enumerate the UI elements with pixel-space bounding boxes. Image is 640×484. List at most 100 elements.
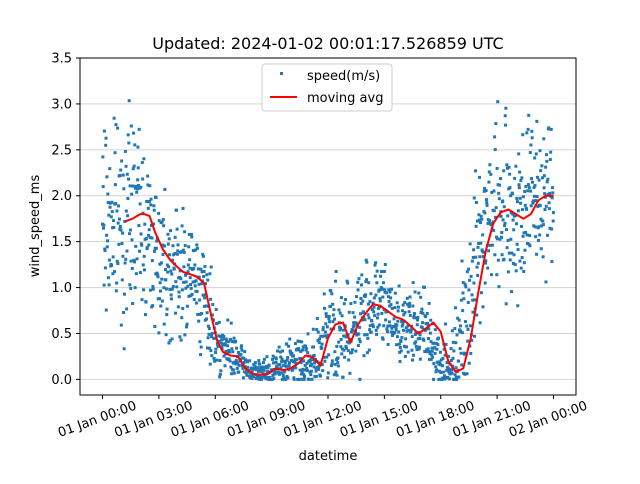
- speed-point: [180, 288, 184, 292]
- speed-point: [325, 355, 329, 359]
- speed-point: [199, 345, 203, 349]
- speed-point: [174, 280, 178, 284]
- speed-point: [536, 204, 540, 208]
- speed-point: [504, 302, 508, 306]
- speed-point: [543, 192, 547, 196]
- speed-point: [393, 306, 397, 310]
- speed-point: [150, 236, 154, 240]
- scatter-layer: [101, 99, 555, 381]
- speed-point: [198, 298, 202, 302]
- speed-point: [414, 344, 418, 348]
- speed-point: [326, 333, 330, 337]
- speed-point: [175, 252, 179, 256]
- speed-point: [473, 169, 477, 173]
- speed-point: [102, 283, 106, 287]
- speed-point: [449, 347, 453, 351]
- speed-point: [359, 301, 363, 305]
- speed-point: [287, 344, 291, 348]
- speed-point: [500, 253, 504, 257]
- speed-point: [456, 316, 460, 320]
- speed-point: [334, 370, 338, 374]
- speed-point: [522, 231, 526, 235]
- speed-point: [222, 334, 226, 338]
- speed-point: [287, 364, 291, 368]
- speed-point: [157, 211, 161, 215]
- speed-point: [231, 368, 235, 372]
- speed-point: [346, 281, 350, 285]
- speed-point: [443, 377, 447, 381]
- speed-point: [223, 364, 227, 368]
- speed-point: [104, 143, 108, 147]
- speed-point: [505, 246, 509, 250]
- speed-point: [230, 347, 234, 351]
- speed-point: [441, 376, 445, 380]
- speed-point: [513, 176, 517, 180]
- speed-point: [338, 311, 342, 315]
- speed-point: [134, 272, 138, 276]
- speed-point: [247, 374, 251, 378]
- speed-point: [301, 345, 305, 349]
- speed-point: [277, 370, 281, 374]
- speed-point: [541, 223, 545, 227]
- speed-point: [313, 361, 317, 365]
- speed-point: [122, 292, 126, 296]
- speed-point: [542, 137, 546, 141]
- speed-point: [380, 311, 384, 315]
- speed-point: [138, 202, 142, 206]
- speed-point: [220, 338, 224, 342]
- speed-point: [439, 358, 443, 362]
- speed-point: [504, 228, 508, 232]
- speed-point: [447, 354, 451, 358]
- speed-point: [511, 218, 515, 222]
- speed-point: [506, 214, 510, 218]
- speed-point: [495, 166, 499, 170]
- speed-point: [412, 312, 416, 316]
- speed-point: [158, 281, 162, 285]
- speed-point: [443, 322, 447, 326]
- speed-point: [159, 304, 163, 308]
- speed-point: [117, 242, 121, 246]
- speed-point: [303, 344, 307, 348]
- speed-point: [488, 219, 492, 223]
- speed-point: [395, 323, 399, 327]
- speed-point: [241, 376, 245, 380]
- speed-point: [519, 201, 523, 205]
- speed-point: [240, 344, 244, 348]
- speed-point: [412, 314, 416, 318]
- speed-point: [547, 207, 551, 211]
- speed-point: [321, 328, 325, 332]
- speed-point: [331, 302, 335, 306]
- legend-frame: [261, 63, 393, 112]
- speed-point: [453, 377, 457, 381]
- speed-point: [292, 376, 296, 380]
- speed-point: [210, 332, 214, 336]
- speed-point: [389, 303, 393, 307]
- speed-point: [530, 177, 534, 181]
- speed-point: [480, 217, 484, 221]
- speed-point: [182, 250, 186, 254]
- speed-point: [339, 345, 343, 349]
- speed-point: [439, 371, 443, 375]
- speed-point: [295, 358, 299, 362]
- speed-point: [158, 297, 162, 301]
- speed-point: [517, 152, 521, 156]
- speed-point: [368, 328, 372, 332]
- speed-point: [453, 327, 457, 331]
- speed-point: [434, 365, 438, 369]
- speed-point: [168, 287, 172, 291]
- speed-point: [162, 224, 166, 228]
- speed-point: [505, 163, 509, 167]
- speed-point: [360, 273, 364, 277]
- speed-point: [490, 243, 494, 247]
- speed-point: [463, 282, 467, 286]
- speed-point: [114, 123, 118, 127]
- speed-point: [327, 353, 331, 357]
- speed-point: [298, 339, 302, 343]
- speed-point: [316, 330, 320, 334]
- speed-point: [439, 363, 443, 367]
- speed-point: [398, 345, 402, 349]
- speed-point: [246, 360, 250, 364]
- speed-point: [259, 365, 263, 369]
- speed-point: [122, 311, 126, 315]
- speed-point: [274, 357, 278, 361]
